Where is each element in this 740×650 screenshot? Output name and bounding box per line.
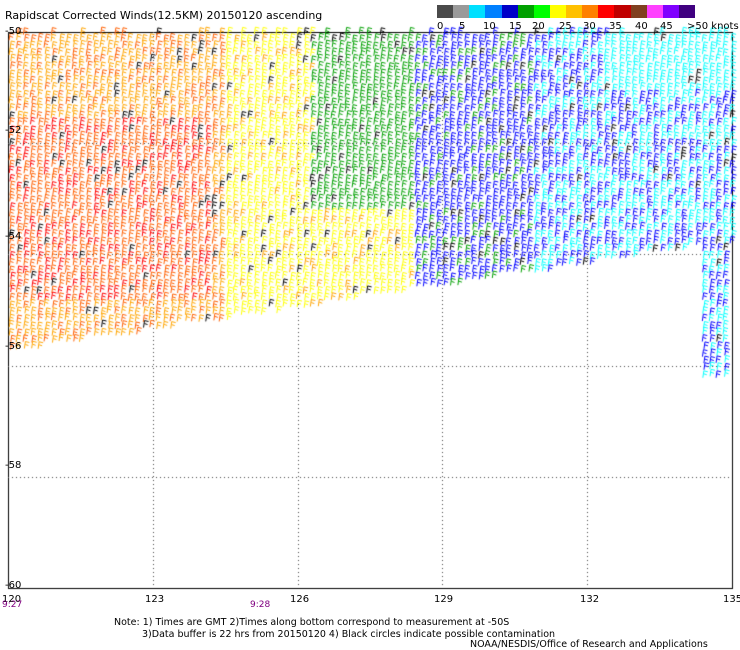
- legend-label: 10: [483, 21, 496, 32]
- legend-swatch: [614, 5, 631, 18]
- legend-label: 25: [559, 21, 572, 32]
- legend-swatch: [678, 5, 695, 18]
- legend-swatch: [646, 5, 663, 18]
- credit-line: NOAA/NESDIS/Office of Research and Appli…: [470, 639, 708, 650]
- lon-label: 126: [290, 594, 310, 605]
- map-title: Rapidscat Corrected Winds(12.5KM) 201501…: [5, 9, 323, 22]
- legend-swatch: [598, 5, 615, 18]
- time-label: 9:27: [2, 600, 23, 610]
- legend-swatch: [566, 5, 583, 18]
- lon-label: 123: [145, 594, 165, 605]
- legend-label: >50 knots: [687, 21, 739, 32]
- lat-label: -52: [5, 125, 22, 136]
- lon-label: 120: [2, 594, 22, 605]
- legend-swatch: [437, 5, 454, 18]
- lat-label: -58: [5, 460, 22, 471]
- lon-label: 132: [580, 594, 600, 605]
- footnote-line: 3)Data buffer is 22 hrs from 20150120 4)…: [142, 628, 556, 640]
- lat-label: -50: [5, 26, 22, 37]
- legend-swatch: [533, 5, 550, 18]
- speed-legend: 0 5 10 15 20 25 30 35 40 45 >50 knots: [437, 5, 739, 35]
- lat-label: -56: [5, 341, 22, 352]
- footnote-line: Note: 1) Times are GMT 2)Times along bot…: [114, 617, 510, 628]
- legend-label: 15: [509, 21, 522, 32]
- legend-label: 5: [459, 21, 466, 32]
- legend-swatch: [453, 5, 470, 18]
- legend-swatch: [582, 5, 599, 18]
- legend-swatch: [630, 5, 647, 18]
- lat-label: -60: [5, 580, 22, 591]
- legend-label: 45: [660, 21, 673, 32]
- legend-label: 35: [609, 21, 622, 32]
- legend-swatch: [662, 5, 679, 18]
- lat-label: -54: [5, 231, 22, 242]
- legend-label: 20: [532, 21, 545, 32]
- legend-swatch: [469, 5, 486, 18]
- legend-color-bar: [437, 5, 695, 18]
- footnotes: Note: 1) Times are GMT 2)Times along bot…: [114, 617, 555, 640]
- legend-swatch: [485, 5, 502, 18]
- lon-label: 135: [723, 594, 740, 605]
- time-label: 9:28: [250, 600, 271, 610]
- legend-swatch: [517, 5, 534, 18]
- legend-label: 40: [635, 21, 648, 32]
- legend-labels: 0 5 10 15 20 25 30 35 40 45 >50 knots: [437, 21, 739, 35]
- lon-label: 129: [434, 594, 454, 605]
- legend-swatch: [501, 5, 518, 18]
- legend-swatch: [549, 5, 566, 18]
- legend-label: 30: [583, 21, 596, 32]
- legend-label: 0: [437, 21, 444, 32]
